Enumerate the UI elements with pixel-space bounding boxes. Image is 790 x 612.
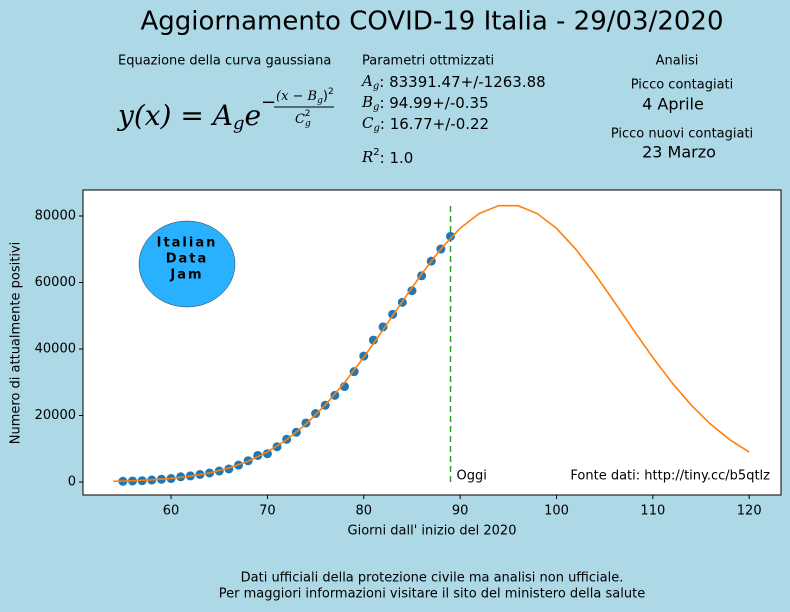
y-tick-label: 40000 <box>35 342 76 357</box>
peak-value: 4 Aprile <box>642 95 704 114</box>
parameter-value: : 83391.47+/-1263.88 <box>379 73 545 91</box>
equation-base: e <box>244 99 261 132</box>
logo <box>138 220 236 308</box>
new-peak-value: 23 Marzo <box>642 143 716 162</box>
footer: Per maggiori informazioni visitare il si… <box>219 587 645 602</box>
numerator-sup: 2 <box>328 87 334 97</box>
parameter: Bg: 94.99+/-0.35 <box>361 93 489 113</box>
equation: y(x) = Age <box>116 99 261 135</box>
numerator-close: ) <box>323 89 328 104</box>
parameter-sub: g <box>373 123 379 134</box>
x-tick-label: 60 <box>163 504 180 519</box>
chart-title: Aggiornamento COVID-19 Italia - 29/03/20… <box>140 7 723 37</box>
x-tick-label: 70 <box>259 504 276 519</box>
x-axis-label: Giorni dall' inizio del 2020 <box>348 524 517 539</box>
y-axis-label: Numero di attualmente positivi <box>9 242 24 444</box>
equation-heading: Equazione della curva gaussiana <box>118 54 331 69</box>
parameter-value: : 16.77+/-0.22 <box>380 115 489 133</box>
data-point <box>446 231 456 241</box>
equation-sub: g <box>233 113 245 134</box>
data-point <box>368 335 378 345</box>
parameter-value: : 94.99+/-0.35 <box>379 94 488 112</box>
x-tick-label: 120 <box>737 504 762 519</box>
y-tick-label: 0 <box>68 474 76 489</box>
x-tick-label: 110 <box>640 504 665 519</box>
r-value: : 1.0 <box>380 149 414 167</box>
parameter-sub: g <box>373 102 379 113</box>
parameter: Cg: 16.77+/-0.22 <box>362 114 489 134</box>
x-tick-label: 90 <box>452 504 469 519</box>
parameter-symbol: C <box>362 114 374 132</box>
equation-sign: − <box>261 92 276 113</box>
denominator-sup: 2 <box>305 109 311 119</box>
source: Fonte dati: http://tiny.cc/b5qtlz <box>570 469 770 484</box>
data-point <box>378 322 388 332</box>
parameters-heading: Parametri ottmizzati <box>362 54 494 69</box>
footer: Dati ufficiali della protezione civile m… <box>241 571 624 586</box>
equation-lhs: y(x) = A <box>116 99 233 132</box>
equation-numerator: (x − Bg)2 <box>276 87 334 106</box>
logo-text: Italian <box>157 236 218 251</box>
new-peak-label: Picco nuovi contagiati <box>611 127 753 142</box>
x-tick-label: 100 <box>544 504 569 519</box>
logo-text: Jam <box>169 268 203 283</box>
r-squared: R2: 1.0 <box>361 147 413 167</box>
r-sup: 2 <box>373 147 379 158</box>
data-point <box>262 449 272 459</box>
parameter-symbol: B <box>361 93 373 111</box>
denominator: C <box>295 112 305 127</box>
y-tick-label: 20000 <box>35 408 76 423</box>
y-tick-label: 60000 <box>35 275 76 290</box>
plot: 60 70 80 90 100 110 120 0 20000 40000 60000 80000 Og… <box>35 204 762 519</box>
r-symbol: R <box>361 148 373 166</box>
numerator: (x − B <box>276 89 317 104</box>
parameter-symbol: A <box>360 72 373 90</box>
numerator-sub: g <box>317 96 323 106</box>
today-label: Oggi <box>457 469 487 484</box>
denominator-sub: g <box>305 119 311 129</box>
fit-line <box>113 204 750 483</box>
parameter-sub: g <box>373 81 379 92</box>
data-point <box>407 286 417 296</box>
peak-label: Picco contagiati <box>631 78 734 93</box>
parameter: Ag: 83391.47+/-1263.88 <box>360 72 546 92</box>
analysis-heading: Analisi <box>656 54 699 69</box>
equation-denominator: Cg2 <box>295 109 311 129</box>
x-tick-label: 80 <box>356 504 373 519</box>
y-tick-label: 80000 <box>35 209 76 224</box>
logo-text: Data <box>166 252 209 267</box>
